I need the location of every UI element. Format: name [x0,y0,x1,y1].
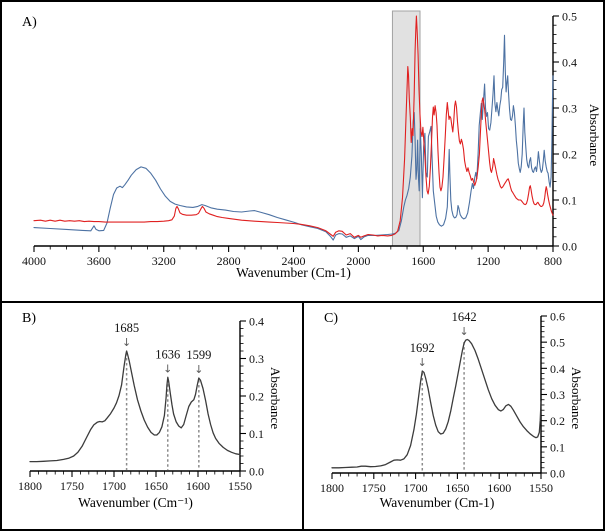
svg-text:1692: 1692 [410,341,435,355]
svg-text:1600: 1600 [186,479,210,493]
svg-text:0.4: 0.4 [249,315,264,329]
svg-text:1700: 1700 [102,479,126,493]
svg-text:3600: 3600 [87,254,111,268]
svg-text:0.3: 0.3 [550,388,565,402]
svg-text:1650: 1650 [445,481,469,495]
svg-text:↓: ↓ [194,363,203,376]
svg-text:0.3: 0.3 [562,102,577,116]
panel-a-letter: A) [22,15,37,30]
svg-text:3200: 3200 [152,254,176,268]
svg-text:1600: 1600 [487,481,511,495]
svg-text:2800: 2800 [217,254,241,268]
svg-text:1550: 1550 [228,479,252,493]
svg-text:1700: 1700 [404,481,428,495]
svg-text:1685: 1685 [114,321,139,335]
svg-text:2000: 2000 [346,254,370,268]
svg-text:0.0: 0.0 [562,240,577,254]
panel-c-y-axis-title: Absorbance [569,366,584,430]
svg-text:0.1: 0.1 [562,194,577,208]
svg-text:1642: 1642 [452,310,477,324]
svg-text:↓: ↓ [163,362,172,375]
svg-text:0.1: 0.1 [550,440,565,454]
panel-c-letter: C) [324,311,338,326]
svg-text:1599: 1599 [186,348,211,362]
column-divider-line [302,301,304,529]
svg-text:↓: ↓ [418,356,427,369]
svg-text:0.5: 0.5 [550,336,565,350]
svg-text:↓: ↓ [459,325,468,338]
svg-text:0.4: 0.4 [550,362,565,376]
svg-text:↓: ↓ [122,336,131,349]
svg-text:1550: 1550 [529,481,553,495]
svg-text:0.1: 0.1 [249,427,264,441]
svg-text:0.3: 0.3 [249,352,264,366]
svg-text:2400: 2400 [282,254,306,268]
panel-a-x-axis-title: Wavenumber (Cm-1) [236,265,351,280]
svg-text:0.5: 0.5 [562,10,577,24]
svg-text:1650: 1650 [144,479,168,493]
svg-text:0.2: 0.2 [249,390,264,404]
svg-text:0.6: 0.6 [550,310,565,324]
svg-text:4000: 4000 [22,254,46,268]
svg-text:1750: 1750 [362,481,386,495]
svg-text:0.2: 0.2 [550,414,565,428]
svg-text:1800: 1800 [320,481,344,495]
panel-b-x-axis-title: Wavenumber (Cm⁻¹) [78,495,193,510]
svg-text:0.4: 0.4 [562,56,577,70]
svg-text:0.2: 0.2 [562,148,577,162]
panel-c-x-axis-title: Wavenumber (Cm-1) [379,495,495,510]
svg-text:1636: 1636 [155,347,180,361]
panel-b-letter: B) [22,311,36,326]
svg-text:1800: 1800 [18,479,42,493]
svg-text:1600: 1600 [411,254,435,268]
panel-a-y-axis-title: Absorbance [587,103,602,167]
svg-text:800: 800 [544,254,562,268]
panel-b-y-axis-title: Absorbance [268,366,283,430]
svg-text:1200: 1200 [476,254,500,268]
svg-text:1750: 1750 [60,479,84,493]
svg-text:0.0: 0.0 [249,465,264,479]
svg-text:0.0: 0.0 [550,467,565,481]
